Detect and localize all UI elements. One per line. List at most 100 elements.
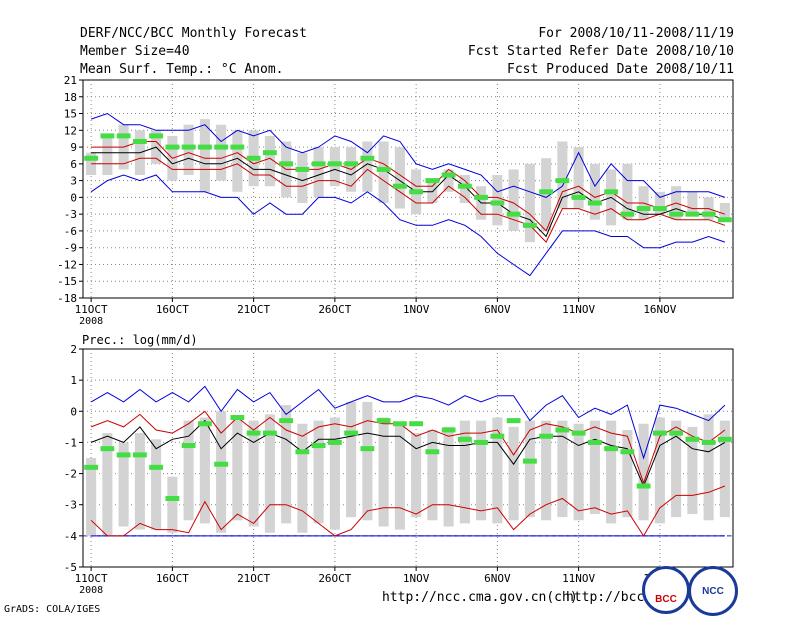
y-tick-label: -15: [57, 275, 77, 288]
observed-marker: [230, 415, 245, 421]
ensemble-box: [313, 420, 324, 524]
ensemble-box: [427, 429, 438, 521]
chart-title: DERF/NCC/BCC Monthly Forecast: [80, 26, 307, 41]
x-tick-label: 16OCT: [156, 303, 189, 316]
observed-marker: [506, 418, 521, 424]
ensemble-box: [183, 124, 194, 176]
ensemble-box: [557, 420, 568, 518]
observed-marker: [620, 211, 635, 217]
observed-marker: [425, 449, 440, 455]
bcc-logo-text: BCC: [655, 593, 677, 605]
observed-marker: [474, 194, 489, 200]
x-tick-label: 16NOV: [643, 303, 676, 316]
max-line: [90, 112, 726, 198]
ensemble-box: [654, 417, 665, 524]
ensemble-box: [541, 420, 552, 521]
x-tick-label: 1NOV: [403, 572, 430, 585]
x-tick-label: 6NOV: [484, 572, 511, 585]
observed-marker: [132, 452, 147, 458]
ensemble-box: [313, 147, 324, 198]
observed-marker: [539, 433, 554, 439]
ensemble-box: [687, 191, 698, 215]
y-tick-label: -3: [64, 499, 77, 512]
year-label: 2008: [79, 585, 103, 596]
observed-marker: [376, 418, 391, 424]
observed-marker: [587, 439, 602, 445]
observed-marker: [344, 430, 359, 436]
observed-marker: [717, 436, 732, 442]
y-tick-label: -12: [57, 258, 77, 271]
bcc-url[interactable]: http://bcc.c: [566, 590, 660, 605]
ensemble-mean-line: [90, 419, 726, 488]
ensemble-box: [86, 458, 97, 536]
observed-marker: [652, 430, 667, 436]
observed-marker: [392, 421, 407, 427]
observed-marker: [409, 421, 424, 427]
observed-marker: [181, 144, 196, 150]
ensemble-box: [687, 426, 698, 515]
observed-marker: [425, 178, 440, 184]
y-tick-label: 12: [64, 124, 77, 137]
observed-marker: [457, 436, 472, 442]
observed-marker: [522, 458, 537, 464]
x-tick-label: 11NOV: [562, 303, 595, 316]
ensemble-box: [459, 420, 470, 524]
ensemble-box: [199, 417, 210, 524]
ensemble-box: [508, 426, 519, 521]
ensemble-box: [151, 439, 162, 530]
year-label: 2008: [79, 316, 103, 327]
y-tick-label: -18: [57, 292, 77, 305]
ensemble-box: [199, 119, 210, 192]
ensemble-box: [638, 423, 649, 521]
observed-marker: [279, 161, 294, 167]
ensemble-box: [443, 169, 454, 192]
observed-marker: [539, 189, 554, 195]
ensemble-box: [622, 429, 633, 518]
observed-marker: [197, 421, 212, 427]
x-tick-label: 26OCT: [318, 303, 351, 316]
x-tick-label: 6NOV: [484, 303, 511, 316]
observed-marker: [311, 443, 326, 449]
y-tick-label: 21: [64, 74, 77, 87]
observed-marker: [214, 144, 229, 150]
observed-marker: [685, 211, 700, 217]
observed-marker: [506, 211, 521, 217]
x-tick-label: 26OCT: [318, 572, 351, 585]
ensemble-box: [297, 152, 308, 203]
observed-marker: [392, 183, 407, 189]
observed-marker: [181, 443, 196, 449]
y-tick-label: 0: [70, 191, 77, 204]
ensemble-box: [362, 401, 373, 521]
y-tick-label: 15: [64, 108, 77, 121]
observed-marker: [685, 436, 700, 442]
ensemble-box: [719, 202, 730, 220]
y-tick-label: -2: [64, 468, 77, 481]
observed-marker: [165, 144, 180, 150]
observed-marker: [376, 166, 391, 172]
ncc-logo: NCC: [688, 566, 738, 616]
x-tick-label: 11OCT: [75, 572, 108, 585]
member-size: Member Size=40: [80, 44, 190, 59]
y-tick-label: 0: [70, 405, 77, 418]
ensemble-box: [102, 433, 113, 536]
observed-marker: [441, 427, 456, 433]
ensemble-box: [443, 426, 454, 527]
ensemble-box: [573, 423, 584, 521]
y-tick-label: -9: [64, 242, 77, 255]
observed-marker: [84, 464, 99, 470]
ensemble-box: [492, 175, 503, 226]
ensemble-box: [459, 175, 470, 203]
y-tick-label: 3: [70, 175, 77, 188]
observed-marker: [327, 161, 342, 167]
ensemble-box: [232, 417, 243, 521]
ensemble-box: [346, 401, 357, 518]
ensemble-box: [362, 141, 373, 192]
observed-marker: [246, 155, 261, 161]
ensemble-box: [524, 420, 535, 518]
ncc-url[interactable]: http://ncc.cma.gov.cn(ch): [382, 590, 578, 605]
observed-marker: [165, 495, 180, 501]
ensemble-box: [394, 147, 405, 209]
x-tick-label: 16OCT: [156, 572, 189, 585]
